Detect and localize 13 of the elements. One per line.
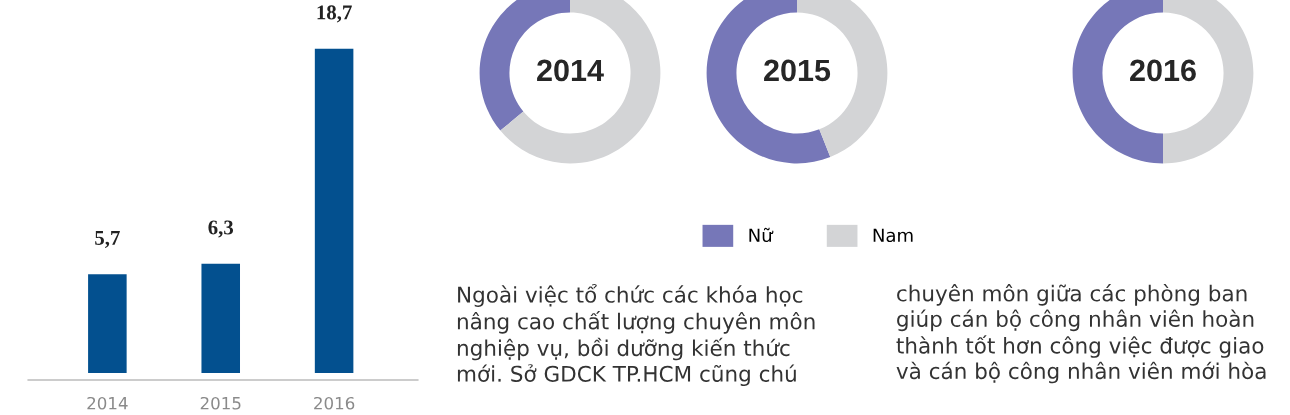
data-label: 18,7 bbox=[317, 5, 352, 23]
data-label: 6,3 bbox=[208, 220, 234, 238]
x-tick-label: 2016 bbox=[314, 396, 355, 410]
legend-label: Nữ bbox=[749, 227, 774, 243]
data-label: 5,7 bbox=[95, 231, 120, 248]
legend-label: Nam bbox=[873, 228, 913, 243]
x-tick-label: 2015 bbox=[200, 396, 241, 410]
text: chuyên môn giữa các phòng ban giúp cán bộ công nhân viên hoàn thành tốt hơn công việc được giao và cán bộ công nhân viên mới hòa bbox=[896, 284, 1266, 384]
text: Ngoài việc tổ chức các khóa học nâng cao chất lượng chuyên môn nghiệp vụ, bồi dưỡng kiến thức mới. Sở GDCK TP.HCM cũng chú bbox=[457, 284, 815, 387]
slice-label: 2016 bbox=[1130, 59, 1196, 82]
slice-label: 2014 bbox=[537, 59, 604, 82]
slice-label: 2015 bbox=[764, 59, 831, 82]
x-tick-label: 2014 bbox=[87, 396, 128, 410]
